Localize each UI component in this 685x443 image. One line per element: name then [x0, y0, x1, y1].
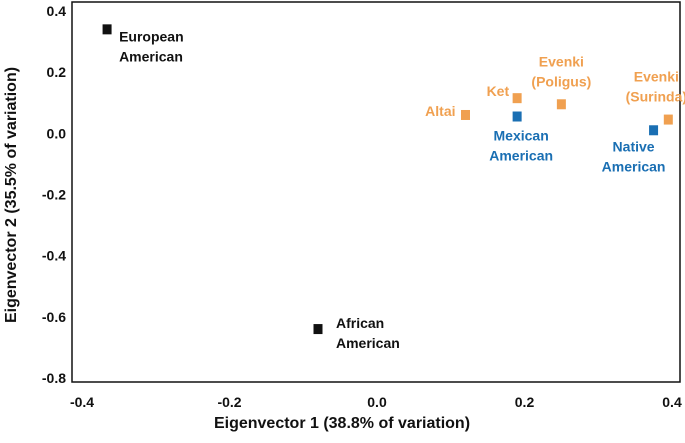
x-tick-label: 0.4: [662, 394, 682, 410]
y-tick-label: -0.4: [42, 248, 66, 264]
x-tick-label: -0.2: [217, 394, 241, 410]
data-point-label: African American: [336, 315, 400, 351]
data-point-label: European American: [119, 28, 184, 64]
data-point-marker: [512, 93, 522, 104]
data-point-label-line: Altai: [425, 103, 455, 119]
data-point-label-line: (Poligus): [531, 73, 591, 89]
data-point-label-line: American: [489, 148, 553, 164]
x-tick-label: 0.0: [367, 394, 387, 410]
data-point-label: Native American: [602, 138, 666, 174]
x-tick-label: -0.4: [70, 394, 94, 410]
data-point-marker: [649, 125, 659, 136]
y-tick-label: 0.0: [47, 125, 67, 141]
x-axis-ticks: -0.4 -0.2 0.0 0.2 0.4: [70, 394, 682, 410]
data-point-label: Evenki (Poligus): [531, 53, 591, 89]
data-point-label-line: Mexican: [494, 128, 549, 144]
y-axis-title: Eigenvector 2 (35.5% of variation): [3, 67, 20, 323]
data-point-label-line: American: [602, 158, 666, 174]
data-point-marker: [556, 99, 566, 110]
data-point-label-line: Native: [613, 138, 655, 154]
data-point-label-line: American: [336, 335, 400, 351]
data-point-label-line: Evenki: [539, 53, 584, 69]
data-point-marker: [313, 324, 323, 335]
data-point-marker: [663, 114, 673, 125]
y-tick-label: -0.2: [42, 187, 66, 203]
data-point-label-line: Evenki: [634, 69, 679, 85]
y-tick-label: -0.6: [42, 309, 66, 325]
x-axis-title: Eigenvector 1 (38.8% of variation): [214, 415, 470, 432]
y-tick-label: -0.8: [42, 370, 66, 386]
data-point-label: Mexican American: [489, 128, 553, 164]
y-tick-label: 0.2: [47, 64, 67, 80]
data-point-marker: [102, 24, 112, 35]
data-point-label: Ket: [487, 83, 510, 99]
y-axis-ticks: 0.4 0.2 0.0 -0.2 -0.4 -0.6 -0.8: [42, 3, 66, 386]
data-point-label: Altai: [425, 103, 455, 119]
data-point-label-line: (Surinda): [626, 89, 685, 105]
data-point-label-line: American: [119, 48, 183, 64]
data-point-marker: [512, 111, 522, 122]
data-point-marker: [461, 109, 470, 120]
plot-frame: [71, 1, 681, 383]
data-point-label-line: African: [336, 315, 384, 331]
y-tick-label: 0.4: [47, 3, 67, 19]
data-point-label-line: European: [119, 28, 184, 44]
data-points: [102, 24, 673, 335]
data-point-label-line: Ket: [487, 83, 510, 99]
x-tick-label: 0.2: [515, 394, 535, 410]
data-labels: European American African American Altai Ket E…: [119, 28, 685, 351]
data-point-label: Evenki (Surinda): [626, 69, 685, 105]
